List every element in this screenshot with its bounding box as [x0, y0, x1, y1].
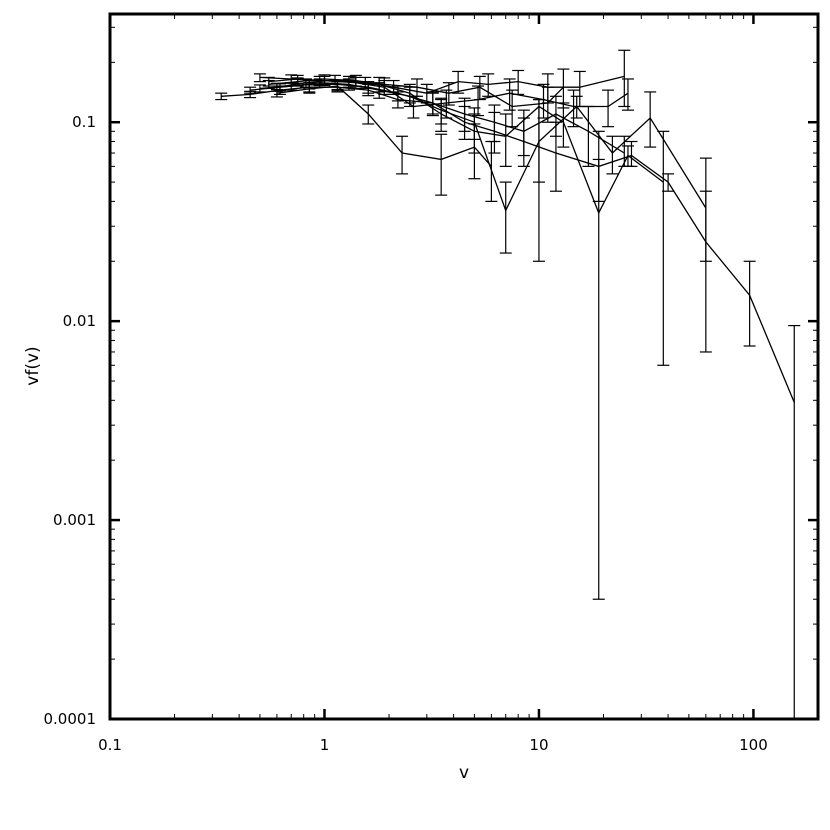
- x-tick-label: 1: [320, 736, 330, 754]
- error-bar: [557, 68, 570, 109]
- error-bar: [541, 86, 554, 123]
- y-tick-labels: 0.0001 0.001 0.01 0.1: [44, 113, 97, 728]
- error-bar: [573, 70, 586, 108]
- error-bar: [359, 76, 372, 89]
- error-bar: [621, 145, 634, 167]
- error-bar: [331, 81, 344, 92]
- error-bar: [291, 77, 304, 87]
- error-bar: [488, 111, 501, 154]
- error-bar: [644, 91, 657, 148]
- error-bar: [468, 123, 481, 180]
- error-bar: [253, 84, 266, 93]
- y-axis-title: vf(v): [23, 346, 43, 385]
- error-bar: [387, 79, 400, 96]
- error-bar: [426, 92, 439, 115]
- error-bar: [378, 77, 391, 92]
- error-bar: [435, 133, 448, 196]
- series-line: [221, 86, 625, 154]
- error-bar: [435, 98, 448, 132]
- y-tick-label: 0.0001: [44, 710, 97, 728]
- error-bar: [567, 89, 580, 128]
- error-bar: [362, 104, 375, 125]
- error-bar: [349, 74, 362, 87]
- series-8: [270, 81, 498, 202]
- error-bar: [262, 79, 275, 89]
- error-bar: [592, 158, 605, 600]
- error-bar: [472, 85, 485, 117]
- error-bar: [442, 82, 455, 106]
- x-tick-labels: 0.1 1 10 100: [98, 736, 768, 754]
- error-bar: [602, 89, 615, 128]
- series-line: [276, 85, 492, 167]
- y-tick-label: 0.01: [63, 312, 96, 330]
- series-7: [262, 68, 570, 128]
- error-bar: [743, 260, 756, 347]
- x-tick-label: 100: [739, 736, 768, 754]
- x-tick-label: 0.1: [98, 736, 122, 754]
- error-bar: [512, 69, 525, 96]
- error-bar: [215, 92, 228, 101]
- error-bar: [303, 84, 316, 94]
- error-bar: [618, 49, 631, 108]
- error-bar: [318, 74, 331, 84]
- series-layer: [215, 49, 801, 720]
- error-bar: [499, 113, 512, 167]
- error-bar: [788, 324, 801, 720]
- error-bar: [253, 73, 266, 83]
- error-bar: [270, 88, 283, 98]
- error-bar: [506, 89, 519, 128]
- error-bar: [452, 70, 465, 94]
- error-bar: [440, 89, 453, 119]
- error-bar: [606, 135, 619, 175]
- y-tick-label: 0.1: [72, 113, 96, 131]
- error-bar: [570, 95, 583, 119]
- error-bar: [499, 181, 512, 254]
- error-bar: [662, 173, 675, 192]
- x-axis-title: v: [459, 763, 469, 783]
- error-bar: [420, 83, 433, 104]
- error-bar: [517, 117, 530, 167]
- error-bar: [244, 86, 257, 94]
- error-bar: [657, 130, 670, 366]
- error-bar: [473, 75, 486, 101]
- x-tick-label: 10: [529, 736, 548, 754]
- error-bar: [410, 78, 423, 97]
- error-bar: [699, 157, 712, 262]
- error-bar: [396, 135, 409, 175]
- minor-ticks: [108, 14, 819, 721]
- y-tick-label: 0.001: [53, 511, 96, 529]
- error-bar: [485, 140, 498, 202]
